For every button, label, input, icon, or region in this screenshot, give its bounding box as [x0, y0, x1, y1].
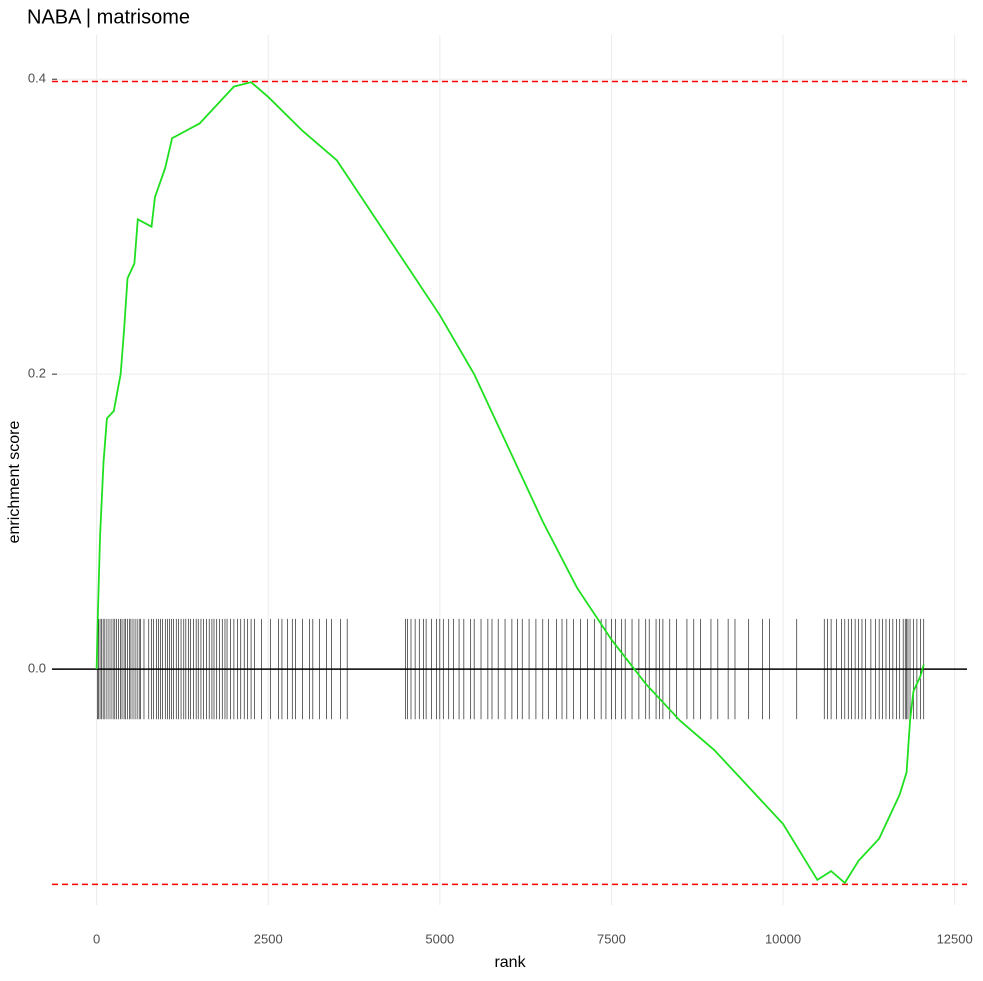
y-tick-label: 0.2 [28, 366, 46, 381]
enrichment-curve [95, 81, 925, 885]
chart-title: NABA | matrisome [27, 6, 190, 28]
x-tick-label: 5000 [425, 931, 454, 946]
y-tick-label: 0.0 [28, 661, 46, 676]
x-tick-label: 0 [93, 931, 100, 946]
x-tick-label: 7500 [597, 931, 626, 946]
y-axis-label: enrichment score [6, 421, 23, 544]
x-tick-label: 10000 [765, 931, 801, 946]
x-tick-label: 12500 [937, 931, 973, 946]
x-axis-label: rank [494, 954, 526, 971]
x-tick-label: 2500 [254, 931, 283, 946]
y-tick-label: 0.4 [28, 71, 46, 86]
